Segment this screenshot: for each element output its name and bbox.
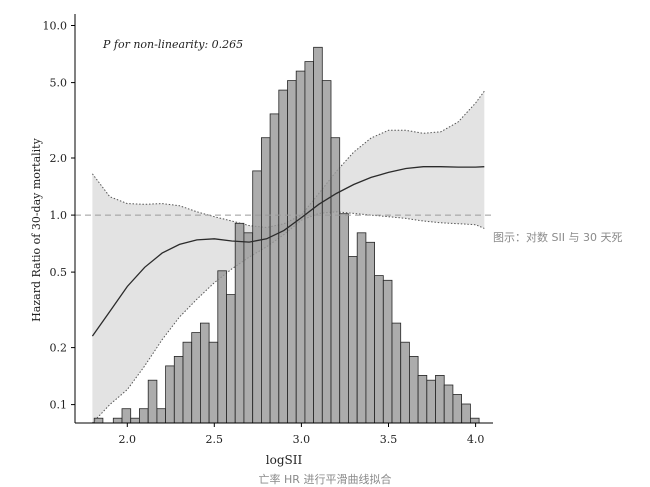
x-tick-label: 2.0 bbox=[119, 433, 137, 446]
histogram-bar bbox=[408, 355, 419, 424]
histogram-bar bbox=[165, 365, 175, 424]
histogram-bar bbox=[199, 322, 210, 424]
spline-layer bbox=[91, 166, 485, 337]
histogram-bar bbox=[93, 417, 104, 424]
histogram-bar bbox=[121, 408, 132, 424]
histogram-bar bbox=[374, 275, 384, 424]
histogram-bar bbox=[382, 279, 393, 424]
side-caption: 图示：对数 SII 与 30 天死 bbox=[493, 231, 623, 244]
y-tick-label: 0.2 bbox=[50, 342, 68, 355]
nonlinearity-annotation: P for non-linearity: 0.265 bbox=[102, 38, 243, 51]
histogram-bar bbox=[252, 170, 262, 424]
histogram-bar bbox=[391, 322, 402, 424]
histogram-bar bbox=[452, 394, 462, 424]
bottom-caption: 亡率 HR 进行平滑曲线拟合 bbox=[258, 473, 392, 486]
histogram-bar bbox=[208, 341, 219, 424]
histogram-bar bbox=[339, 213, 349, 424]
histogram-bar bbox=[156, 408, 166, 424]
histogram-bar bbox=[182, 341, 193, 424]
hr-spline-line bbox=[91, 166, 485, 337]
y-tick-label: 1.0 bbox=[50, 209, 68, 222]
histogram-bar bbox=[304, 61, 314, 424]
histogram-bar bbox=[147, 379, 158, 424]
histogram-bar bbox=[461, 403, 471, 424]
histogram-bar bbox=[234, 222, 245, 424]
x-tick-label: 3.5 bbox=[380, 433, 398, 446]
ci-upper-line bbox=[92, 90, 485, 229]
y-tick-label: 0.5 bbox=[50, 266, 68, 279]
histogram-bar bbox=[287, 80, 297, 424]
histogram-bar bbox=[400, 341, 410, 424]
histogram-bar bbox=[112, 417, 123, 424]
x-axis-label: logSII bbox=[266, 453, 303, 467]
histogram-bar bbox=[313, 46, 323, 424]
confidence-band bbox=[92, 91, 485, 423]
histogram-bar bbox=[295, 70, 306, 424]
confidence-band-layer bbox=[92, 90, 485, 424]
y-tick-label: 0.1 bbox=[50, 399, 68, 412]
y-tick-label: 10.0 bbox=[43, 20, 68, 33]
histogram-bar bbox=[347, 256, 358, 424]
y-axis-label: Hazard Ratio of 30-day mortality bbox=[30, 137, 43, 321]
histogram-bar bbox=[217, 270, 227, 424]
axes-layer: 0.1 0.2 0.5 1.0 2.0 5.0 10.0 2.0 2.5 3.0 3.5 4.0 bbox=[43, 14, 493, 446]
y-tick-label: 5.0 bbox=[50, 77, 68, 90]
histogram-bar bbox=[330, 137, 341, 424]
histogram-bar bbox=[443, 384, 454, 424]
histogram-bar bbox=[243, 232, 253, 424]
histogram-bar bbox=[226, 294, 236, 424]
x-tick-label: 4.0 bbox=[467, 433, 485, 446]
histogram-bar bbox=[435, 374, 445, 424]
histogram-bar bbox=[260, 137, 271, 424]
histogram-bar bbox=[469, 417, 480, 424]
x-tick-label: 2.5 bbox=[206, 433, 224, 446]
histogram-bar bbox=[191, 332, 201, 424]
histogram-bar bbox=[278, 89, 288, 424]
histogram-layer bbox=[93, 46, 480, 424]
histogram-bar bbox=[426, 379, 436, 424]
histogram-bar bbox=[321, 80, 332, 424]
histogram-bar bbox=[269, 113, 280, 424]
histogram-bar bbox=[356, 232, 367, 424]
histogram-bar bbox=[365, 241, 375, 424]
histogram-bar bbox=[173, 355, 184, 424]
x-tick-label: 3.0 bbox=[293, 433, 311, 446]
histogram-bar bbox=[417, 374, 428, 424]
y-tick-label: 2.0 bbox=[50, 152, 68, 165]
histogram-bar bbox=[138, 408, 149, 424]
histogram-bar bbox=[130, 417, 140, 424]
